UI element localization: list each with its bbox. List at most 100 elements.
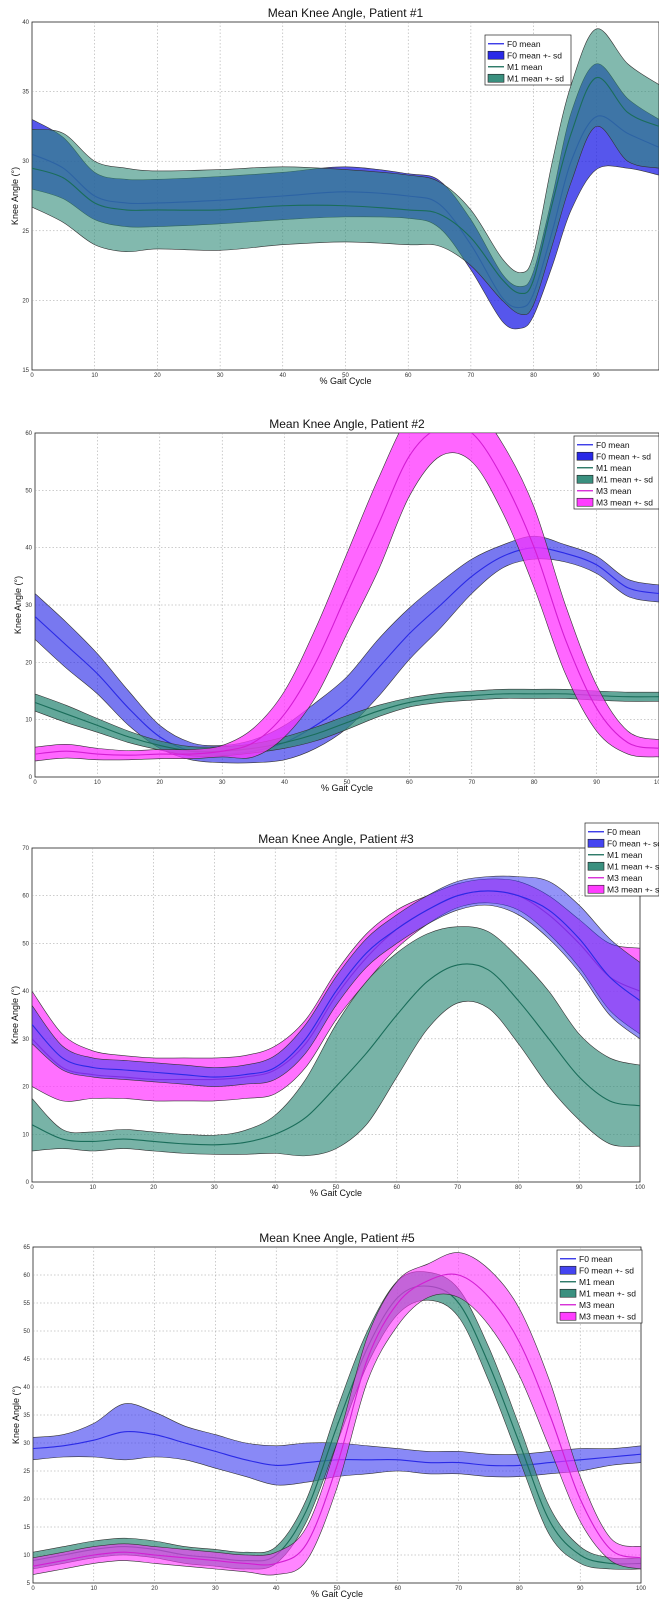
legend-entry: F0 mean [507, 39, 541, 49]
y-tick-label: 60 [22, 894, 29, 900]
y-tick-label: 65 [23, 1245, 30, 1251]
y-tick-label: 20 [25, 660, 32, 666]
x-tick-label: 50 [344, 780, 351, 786]
legend-entry: F0 mean +- sd [596, 451, 651, 461]
x-tick-label: 20 [151, 1586, 158, 1592]
x-tick-label: 40 [272, 1185, 279, 1191]
legend-swatch [587, 861, 605, 871]
legend-entry: F0 mean [607, 827, 641, 837]
x-tick-label: 90 [577, 1586, 584, 1592]
chart-title: Mean Knee Angle, Patient #1 [268, 6, 424, 20]
x-tick-label: 30 [219, 780, 226, 786]
y-tick-label: 20 [23, 1497, 30, 1503]
y-axis-label: Knee Angle (°) [10, 986, 20, 1044]
x-tick-label: 30 [212, 1586, 219, 1592]
legend-box [584, 822, 659, 897]
plot-series [35, 433, 659, 764]
x-tick-label: 50 [333, 1185, 340, 1191]
y-tick-label: 35 [22, 90, 29, 96]
legend-entry: M3 mean +- sd [579, 1311, 636, 1321]
y-tick-label: 20 [22, 1085, 29, 1091]
y-tick-label: 15 [22, 368, 29, 374]
x-tick-label: 10 [90, 1586, 97, 1592]
y-tick-label: 5 [27, 1581, 31, 1587]
legend-entry: F0 mean +- sd [607, 838, 659, 848]
y-tick-label: 10 [22, 1132, 29, 1138]
x-tick-label: 70 [468, 373, 475, 379]
legend-swatch [576, 474, 594, 484]
sd-band-m3 [33, 1252, 641, 1576]
mean-line-m3 [35, 433, 659, 756]
x-tick-label: 70 [455, 1586, 462, 1592]
x-tick-label: 70 [454, 1185, 461, 1191]
legend-entry: M1 mean [507, 62, 543, 72]
x-tick-label: 100 [635, 1185, 646, 1191]
x-tick-label: 90 [593, 373, 600, 379]
legend-entry: F0 mean [579, 1254, 613, 1264]
x-tick-label: 30 [217, 373, 224, 379]
y-tick-label: 0 [26, 1180, 30, 1186]
y-tick-label: 20 [22, 298, 29, 304]
sd-band-m3 [35, 433, 659, 762]
y-tick-label: 35 [23, 1413, 30, 1419]
legend-swatch [576, 497, 594, 507]
y-tick-label: 50 [25, 488, 32, 494]
y-tick-label: 50 [22, 941, 29, 947]
x-tick-label: 20 [150, 1185, 157, 1191]
legend-entry: M3 mean +- sd [596, 497, 653, 507]
y-axis-label: Knee Angle (°) [13, 576, 23, 634]
x-tick-label: 100 [654, 780, 659, 786]
y-tick-label: 60 [25, 431, 32, 437]
x-tick-label: 0 [33, 780, 37, 786]
x-tick-label: 20 [156, 780, 163, 786]
x-tick-label: 40 [273, 1586, 280, 1592]
x-tick-label: 60 [405, 373, 412, 379]
chart-title: Mean Knee Angle, Patient #2 [269, 417, 425, 431]
plot-series [33, 1252, 641, 1576]
legend-swatch [587, 884, 605, 894]
x-tick-label: 80 [515, 1185, 522, 1191]
sd-band-f0 [32, 875, 640, 1087]
sd-band-m1 [32, 926, 640, 1157]
x-tick-label: 10 [94, 780, 101, 786]
y-tick-label: 40 [25, 546, 32, 552]
y-tick-label: 60 [23, 1273, 30, 1279]
legend-box [556, 1249, 643, 1324]
y-tick-label: 40 [22, 20, 29, 26]
legend-swatch [487, 50, 505, 60]
x-tick-label: 0 [30, 1185, 34, 1191]
x-tick-label: 50 [342, 373, 349, 379]
sd-band-m1 [32, 28, 659, 316]
x-tick-label: 60 [394, 1586, 401, 1592]
y-tick-label: 10 [25, 718, 32, 724]
mean-line-m3 [33, 1273, 641, 1567]
x-axis-label: % Gait Cycle [321, 783, 373, 793]
y-tick-label: 10 [23, 1553, 30, 1559]
y-tick-label: 30 [22, 1037, 29, 1043]
y-tick-label: 45 [23, 1357, 30, 1363]
x-tick-label: 20 [154, 373, 161, 379]
x-tick-label: 50 [334, 1586, 341, 1592]
y-axis-label: Knee Angle (°) [11, 1386, 21, 1444]
x-axis-label: % Gait Cycle [311, 1589, 363, 1599]
x-tick-label: 0 [31, 1586, 35, 1592]
chart-panel-1: 0 10 20 30 40 50 60 70 80 90 15 20 25 30 35 40 Mean Knee… [10, 6, 659, 386]
y-axis-label: Knee Angle (°) [10, 167, 20, 225]
y-tick-label: 50 [23, 1329, 30, 1335]
legend-swatch [587, 838, 605, 848]
y-tick-label: 70 [22, 846, 29, 852]
legend-swatch [576, 451, 594, 461]
x-tick-label: 90 [593, 780, 600, 786]
legend-swatch [559, 1265, 577, 1275]
x-tick-label: 0 [30, 373, 34, 379]
legend-entry: F0 mean +- sd [507, 50, 562, 60]
x-tick-label: 10 [89, 1185, 96, 1191]
y-tick-label: 40 [22, 989, 29, 995]
y-tick-label: 25 [22, 229, 29, 235]
legend-swatch [487, 73, 505, 83]
chart-title: Mean Knee Angle, Patient #5 [259, 1231, 415, 1245]
legend-entry: M1 mean +- sd [596, 474, 653, 484]
x-tick-label: 40 [281, 780, 288, 786]
